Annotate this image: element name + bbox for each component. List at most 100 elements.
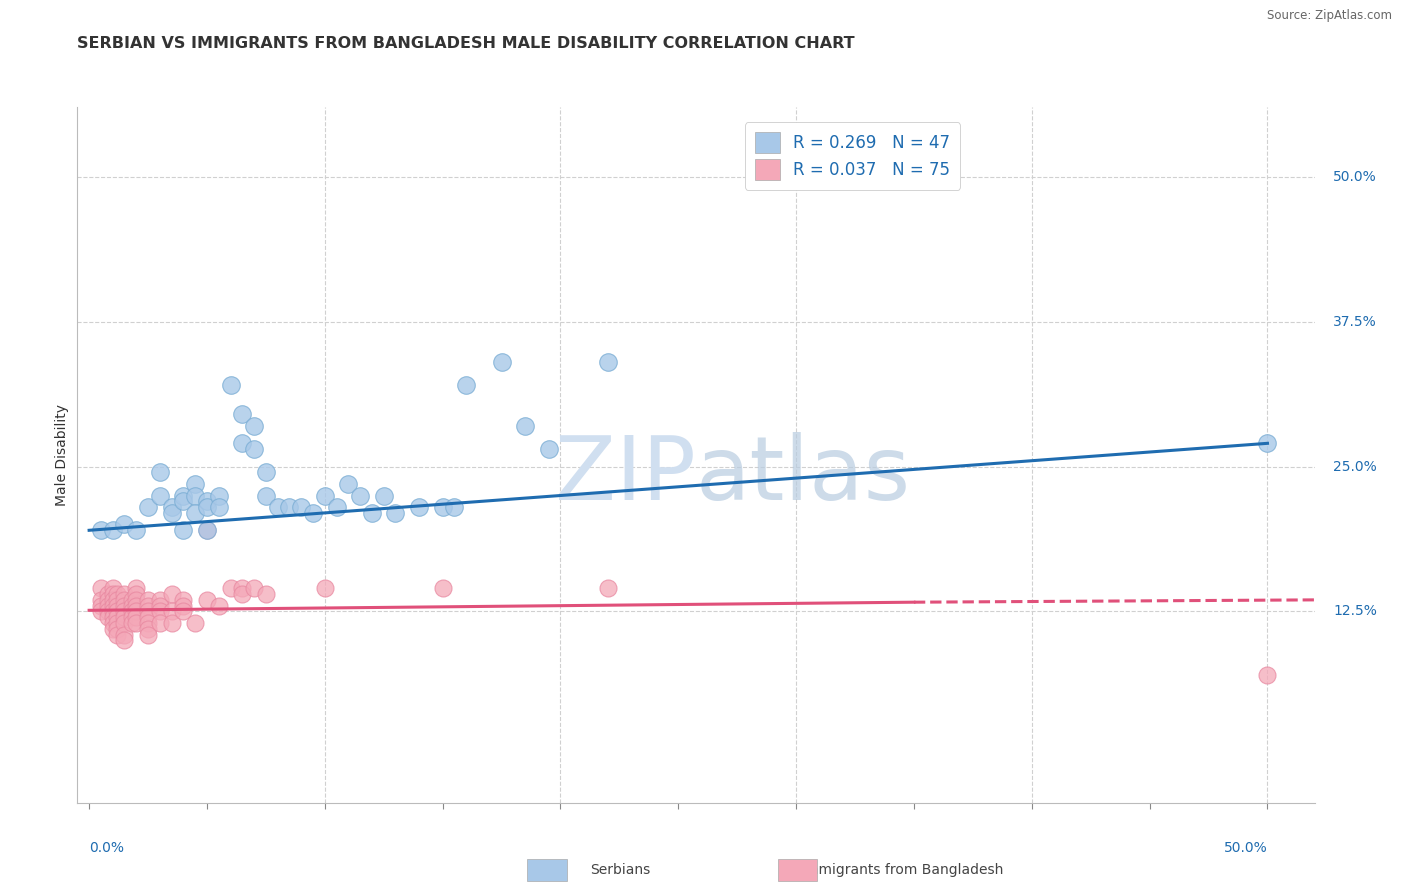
Point bbox=[325, 500, 347, 514]
Point bbox=[219, 378, 242, 392]
Point bbox=[149, 599, 172, 613]
Point bbox=[125, 599, 148, 613]
Point bbox=[136, 500, 159, 514]
Point bbox=[491, 355, 513, 369]
Point bbox=[1256, 436, 1278, 450]
Point bbox=[432, 500, 454, 514]
Point bbox=[121, 615, 143, 630]
Point bbox=[97, 605, 120, 619]
Text: SERBIAN VS IMMIGRANTS FROM BANGLADESH MALE DISABILITY CORRELATION CHART: SERBIAN VS IMMIGRANTS FROM BANGLADESH MA… bbox=[77, 36, 855, 51]
Point bbox=[90, 523, 112, 537]
Point bbox=[136, 592, 159, 607]
Point bbox=[219, 582, 242, 596]
Point bbox=[373, 489, 395, 503]
Point bbox=[136, 610, 159, 624]
Point bbox=[114, 628, 136, 642]
Point bbox=[125, 610, 148, 624]
Point bbox=[160, 587, 183, 601]
Point bbox=[266, 500, 288, 514]
Point bbox=[231, 587, 253, 601]
Point bbox=[101, 615, 124, 630]
Point bbox=[114, 599, 136, 613]
Point bbox=[114, 633, 136, 648]
Point bbox=[90, 582, 112, 596]
Point bbox=[101, 587, 124, 601]
Point bbox=[90, 592, 112, 607]
Point bbox=[114, 615, 136, 630]
Point bbox=[125, 587, 148, 601]
Point bbox=[101, 605, 124, 619]
Point bbox=[149, 466, 172, 480]
Point bbox=[105, 605, 128, 619]
Point bbox=[443, 500, 465, 514]
Point bbox=[125, 615, 148, 630]
Point bbox=[125, 605, 148, 619]
Point bbox=[149, 592, 172, 607]
Y-axis label: Male Disability: Male Disability bbox=[55, 404, 69, 506]
Point bbox=[101, 582, 124, 596]
Point bbox=[290, 500, 312, 514]
Point bbox=[432, 582, 454, 596]
Point bbox=[121, 610, 143, 624]
Point bbox=[195, 523, 218, 537]
Point bbox=[337, 476, 360, 491]
Text: Source: ZipAtlas.com: Source: ZipAtlas.com bbox=[1267, 9, 1392, 22]
Point bbox=[243, 582, 266, 596]
Point bbox=[456, 378, 478, 392]
Point bbox=[125, 582, 148, 596]
Point bbox=[90, 605, 112, 619]
Point bbox=[105, 599, 128, 613]
Point bbox=[136, 615, 159, 630]
Point bbox=[1256, 668, 1278, 682]
Point bbox=[537, 442, 560, 457]
Point bbox=[184, 489, 207, 503]
Legend: R = 0.269   N = 47, R = 0.037   N = 75: R = 0.269 N = 47, R = 0.037 N = 75 bbox=[745, 122, 960, 190]
Point bbox=[105, 587, 128, 601]
Point bbox=[208, 599, 231, 613]
Point bbox=[596, 582, 619, 596]
Point bbox=[243, 442, 266, 457]
Point bbox=[172, 489, 194, 503]
Point bbox=[349, 489, 371, 503]
Point bbox=[160, 605, 183, 619]
Point bbox=[596, 355, 619, 369]
Point bbox=[184, 506, 207, 520]
Point bbox=[208, 500, 231, 514]
Point bbox=[97, 592, 120, 607]
Text: atlas: atlas bbox=[696, 433, 911, 519]
Point bbox=[121, 599, 143, 613]
Point bbox=[302, 506, 325, 520]
Point bbox=[184, 615, 207, 630]
Point bbox=[149, 605, 172, 619]
Point bbox=[149, 615, 172, 630]
Point bbox=[195, 592, 218, 607]
Point bbox=[172, 592, 194, 607]
Text: 12.5%: 12.5% bbox=[1333, 605, 1376, 618]
Point bbox=[97, 587, 120, 601]
Point bbox=[231, 407, 253, 422]
Point bbox=[361, 506, 384, 520]
Point bbox=[125, 523, 148, 537]
Text: Serbians: Serbians bbox=[591, 863, 651, 877]
Point bbox=[254, 466, 277, 480]
Point bbox=[136, 605, 159, 619]
Point bbox=[101, 592, 124, 607]
Point bbox=[243, 419, 266, 434]
Point bbox=[160, 506, 183, 520]
Text: 25.0%: 25.0% bbox=[1333, 459, 1376, 474]
Point bbox=[231, 436, 253, 450]
Text: 37.5%: 37.5% bbox=[1333, 315, 1376, 328]
Point bbox=[160, 615, 183, 630]
Point bbox=[125, 592, 148, 607]
Point bbox=[101, 599, 124, 613]
Point bbox=[513, 419, 536, 434]
Point bbox=[105, 610, 128, 624]
Point bbox=[172, 494, 194, 508]
Text: 50.0%: 50.0% bbox=[1223, 841, 1267, 855]
Point bbox=[254, 489, 277, 503]
Point bbox=[105, 592, 128, 607]
Point bbox=[121, 592, 143, 607]
Point bbox=[384, 506, 406, 520]
Point bbox=[101, 523, 124, 537]
Point bbox=[136, 628, 159, 642]
